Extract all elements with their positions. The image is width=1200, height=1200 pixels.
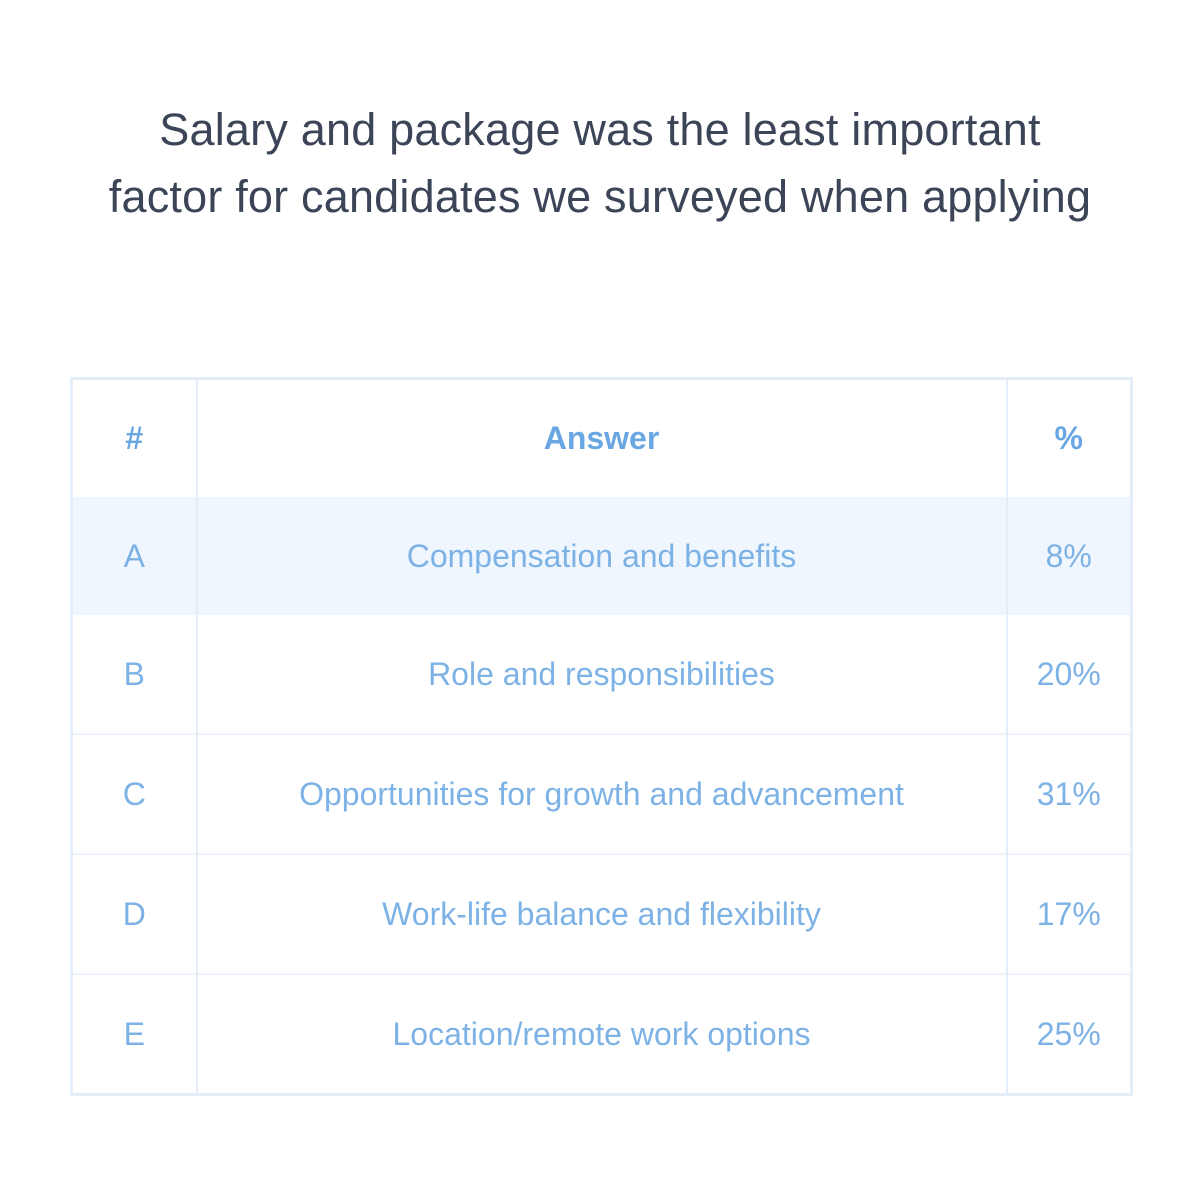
table-row: C Opportunities for growth and advanceme… (71, 733, 1132, 854)
row-answer: Opportunities for growth and advancement (195, 733, 1007, 854)
column-header-percent: % (1005, 378, 1132, 497)
row-percent: 20% (1005, 615, 1132, 734)
survey-results-table: # Answer % A Compensation and benefits 8… (70, 377, 1133, 1096)
row-id: D (71, 853, 197, 974)
column-header-number: # (125, 420, 144, 456)
row-id: B (123, 655, 145, 692)
row-percent: 31% (1005, 733, 1132, 854)
row-answer: Compensation and benefits (195, 497, 1007, 615)
table-row: A Compensation and benefits 8% (71, 497, 1132, 615)
table-row: D Work-life balance and flexibility 17% (71, 853, 1132, 974)
row-id: A (71, 497, 197, 615)
row-id: E (71, 973, 197, 1095)
row-percent: 25% (1005, 973, 1132, 1095)
column-header-answer: Answer (195, 378, 1007, 497)
table-row: B Role and responsibilities 20% (72, 615, 1132, 734)
row-answer: Work-life balance and flexibility (195, 853, 1007, 974)
table-header-row: # Answer % (72, 378, 1132, 497)
page-title: Salary and package was the least importa… (108, 104, 1092, 222)
row-percent: 17% (1005, 853, 1132, 974)
row-answer: Location/remote work options (195, 973, 1007, 1095)
row-id: C (71, 733, 197, 854)
row-percent: 8% (1005, 497, 1132, 615)
table-row: E Location/remote work options 25% (71, 973, 1132, 1095)
row-answer: Role and responsibilities (195, 615, 1007, 734)
